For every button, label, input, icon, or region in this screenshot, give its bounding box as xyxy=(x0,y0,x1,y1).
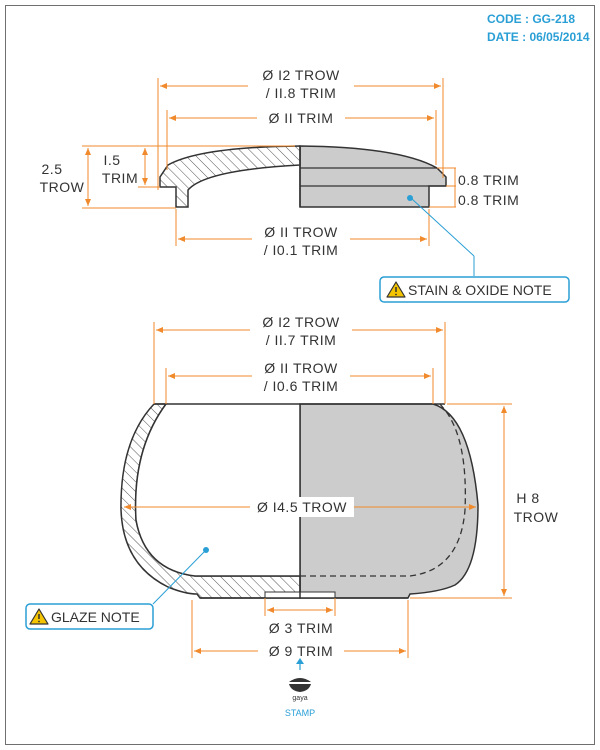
pot-opening-diameter-trim-label: / I0.6 TRIM xyxy=(264,378,338,394)
stain-oxide-note-label: STAIN & OXIDE NOTE xyxy=(408,282,552,298)
pot-opening-diameter-label: Ø II TROW xyxy=(264,360,338,376)
lid-rim-thickness-label-top: 0.8 TRIM xyxy=(458,172,519,188)
lid-exterior-half xyxy=(299,145,447,208)
lid-outer-diameter-label: Ø I2 TROW xyxy=(262,67,340,83)
warning-triangle-icon xyxy=(386,281,406,298)
lid-outer-diameter-trim-label: / II.8 TRIM xyxy=(266,85,337,101)
stamp-brand-text: gaya xyxy=(292,695,307,702)
pot-max-diameter-label: Ø I4.5 TROW xyxy=(257,499,347,515)
warning-triangle-icon xyxy=(29,608,49,625)
stamp-label: STAMP xyxy=(285,708,315,718)
pot-height-unit: TROW xyxy=(514,509,559,525)
lid-total-height-label: 2.5 xyxy=(42,161,63,177)
lid-inner-diameter-label: Ø II TRIM xyxy=(269,110,334,126)
lid-bottom-diameter-label: Ø II TROW xyxy=(264,224,338,240)
pot-drawing xyxy=(120,403,479,599)
lid-drawing xyxy=(159,145,447,208)
pot-top-diameter-trim-label: / II.7 TRIM xyxy=(266,332,337,348)
pot-foot-inner-diameter-label: Ø 3 TRIM xyxy=(269,620,333,636)
stamp-marker: gaya STAMP xyxy=(285,658,315,718)
lid-total-height-unit: TROW xyxy=(40,179,85,195)
lid-bottom-diameter-dimension: Ø II TROW / I0.1 TRIM xyxy=(175,209,430,260)
lid-rim-thickness-label-bottom: 0.8 TRIM xyxy=(458,192,519,208)
lid-outer-diameter-dimension: Ø I2 TROW / II.8 TRIM xyxy=(157,64,444,190)
pot-foot-dimensions: Ø 3 TRIM Ø 9 TRIM xyxy=(191,598,409,661)
pot-hidden-interior-line xyxy=(300,403,466,577)
lid-dome-height-unit: TRIM xyxy=(102,170,138,186)
lid-height-dimensions: 2.5 TROW I.5 TRIM xyxy=(40,145,295,209)
pot-height-label: H 8 xyxy=(516,490,539,506)
glaze-note-box[interactable] xyxy=(25,603,154,630)
lid-bottom-diameter-trim-label: / I0.1 TRIM xyxy=(264,242,338,258)
pot-foot-outer-diameter-label: Ø 9 TRIM xyxy=(269,643,333,659)
lid-rim-dimensions: 0.8 TRIM 0.8 TRIM xyxy=(429,167,519,208)
stamp-icon xyxy=(289,678,311,692)
pot-max-diameter-dimension: Ø I4.5 TROW xyxy=(124,497,476,517)
drawing-code: CODE : GG-218 xyxy=(487,12,575,26)
stain-oxide-note-callout: STAIN & OXIDE NOTE xyxy=(379,195,570,303)
pot-height-dimension: H 8 TROW xyxy=(410,403,560,599)
pot-top-diameter-label: Ø I2 TROW xyxy=(262,314,340,330)
lid-inner-diameter-dimension: Ø II TRIM xyxy=(166,108,437,170)
pot-top-diameter-dimension: Ø I2 TROW / II.7 TRIM xyxy=(153,312,446,404)
stain-oxide-note-box[interactable] xyxy=(379,276,570,303)
drawing-date: DATE : 06/05/2014 xyxy=(487,30,590,44)
pot-opening-diameter-dimension: Ø II TROW / I0.6 TRIM xyxy=(165,358,434,404)
glaze-note-callout: GLAZE NOTE xyxy=(25,547,209,630)
lid-section-half xyxy=(159,145,301,208)
pot-exterior-half xyxy=(299,403,479,599)
glaze-note-label: GLAZE NOTE xyxy=(51,609,140,625)
lid-dome-height-label: I.5 xyxy=(103,152,120,168)
arrow-up-icon xyxy=(296,658,304,664)
